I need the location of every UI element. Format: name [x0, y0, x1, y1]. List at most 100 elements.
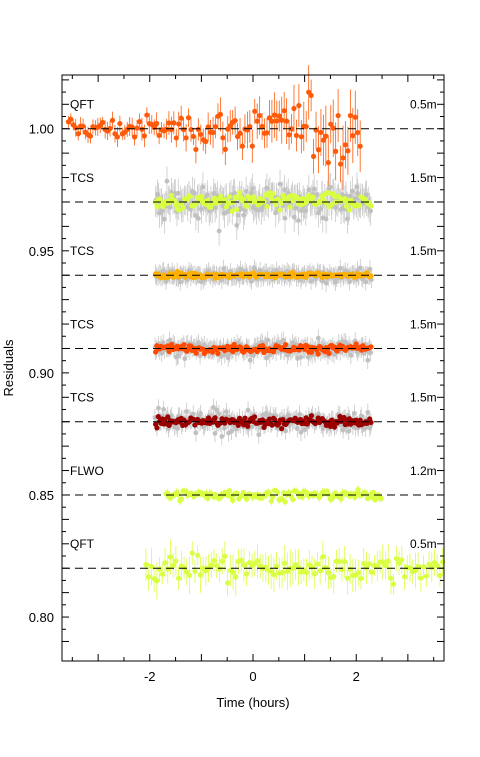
- data-point: [254, 558, 261, 564]
- background-point: [211, 190, 217, 196]
- background-point: [204, 192, 210, 198]
- background-point: [365, 409, 371, 415]
- data-point: [193, 350, 199, 356]
- data-point: [303, 199, 309, 206]
- data-point: [222, 553, 228, 559]
- data-point: [329, 201, 335, 208]
- data-point: [176, 575, 182, 581]
- data-point: [209, 349, 216, 355]
- background-point: [303, 208, 309, 214]
- data-point: [107, 125, 113, 132]
- background-point: [316, 210, 321, 216]
- background-point: [175, 353, 181, 359]
- data-point: [277, 207, 283, 213]
- data-point: [178, 115, 184, 121]
- x-tick-label: 2: [353, 669, 360, 684]
- series-name-label: TCS: [70, 244, 94, 258]
- data-point: [315, 351, 321, 357]
- data-point: [368, 419, 374, 426]
- x-axis-label: Time (hours): [216, 695, 289, 710]
- data-point: [159, 571, 165, 577]
- data-point: [219, 558, 225, 564]
- series-name-label: TCS: [70, 317, 94, 331]
- data-point: [160, 204, 166, 210]
- data-point: [134, 125, 140, 131]
- data-point: [229, 208, 235, 214]
- background-point: [247, 357, 253, 363]
- data-point: [310, 194, 316, 200]
- background-point: [308, 278, 314, 284]
- data-point: [198, 131, 204, 138]
- background-point: [368, 350, 374, 356]
- data-point: [251, 414, 258, 420]
- data-point: [298, 134, 304, 140]
- data-point: [274, 118, 280, 124]
- data-point: [272, 417, 278, 423]
- background-point: [225, 209, 231, 215]
- background-point: [298, 208, 304, 214]
- data-point: [325, 159, 331, 166]
- background-point: [249, 278, 254, 284]
- data-point: [331, 424, 338, 430]
- background-point: [368, 208, 373, 214]
- data-point: [420, 564, 427, 570]
- background-point: [250, 352, 256, 358]
- data-point: [156, 132, 162, 138]
- data-point: [299, 494, 305, 500]
- data-point: [261, 198, 267, 204]
- data-point: [323, 133, 329, 139]
- data-point: [174, 268, 180, 274]
- data-point: [154, 204, 160, 210]
- data-point: [282, 499, 288, 505]
- data-point: [369, 569, 375, 575]
- data-point: [290, 565, 296, 571]
- data-point: [68, 116, 74, 122]
- background-point: [331, 352, 337, 357]
- data-point: [350, 133, 356, 139]
- data-point: [271, 112, 277, 118]
- background-point: [249, 424, 255, 430]
- data-point: [418, 575, 424, 581]
- data-point: [325, 570, 331, 576]
- background-point: [363, 192, 369, 198]
- data-point: [173, 558, 179, 564]
- data-point: [314, 561, 321, 567]
- data-point: [275, 196, 282, 203]
- data-point: [215, 350, 221, 357]
- data-point: [136, 119, 143, 125]
- data-point: [241, 197, 247, 203]
- data-point: [220, 135, 226, 141]
- data-point: [361, 560, 367, 567]
- telescope-size-label: 1.2m: [410, 464, 437, 478]
- y-tick-label: 0.90: [29, 366, 54, 381]
- data-point: [286, 132, 292, 138]
- data-point: [269, 422, 275, 428]
- data-point: [210, 129, 216, 136]
- background-point: [222, 425, 227, 431]
- data-point: [336, 558, 342, 565]
- data-point: [193, 146, 199, 153]
- data-point: [401, 574, 408, 580]
- y-tick-label: 0.80: [29, 610, 54, 625]
- data-point: [165, 566, 171, 572]
- data-point: [320, 554, 326, 560]
- data-point: [278, 200, 284, 206]
- background-point: [254, 207, 259, 213]
- data-point: [339, 566, 345, 573]
- data-point: [344, 575, 350, 581]
- series-name-label: QFT: [70, 537, 95, 551]
- data-point: [345, 148, 351, 154]
- background-point: [355, 190, 360, 196]
- data-point: [181, 342, 187, 348]
- data-point: [337, 161, 344, 167]
- data-point: [370, 489, 377, 496]
- data-point: [347, 112, 353, 119]
- background-point: [259, 207, 264, 213]
- background-point: [347, 193, 353, 199]
- background-point: [273, 210, 279, 216]
- data-point: [254, 118, 260, 124]
- data-point: [180, 205, 186, 211]
- data-point: [340, 155, 346, 161]
- data-point: [355, 486, 361, 493]
- data-point: [168, 192, 175, 198]
